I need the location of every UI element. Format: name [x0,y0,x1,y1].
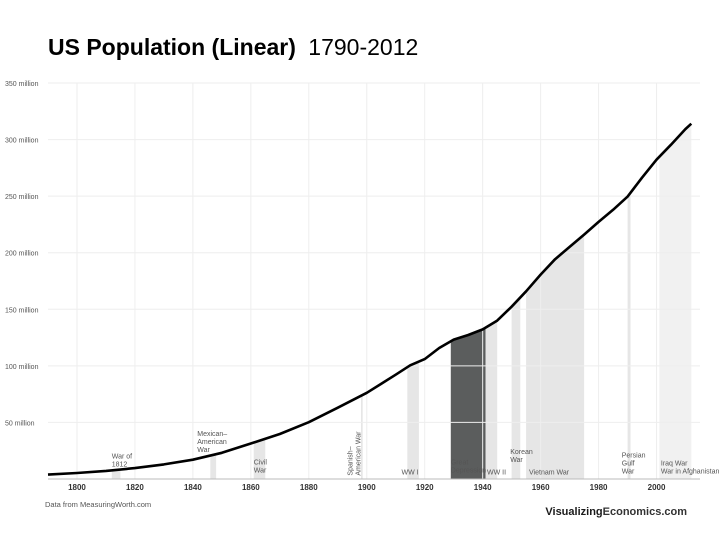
period-label: War of 1812 [112,454,132,469]
y-tick-label: 100 million [5,364,39,371]
x-tick-label: 1920 [416,483,434,492]
period-label: Persian Gulf War [622,453,646,476]
period-band-iraq-war-war-in-afghanistan [659,123,692,479]
period-band-civil-war [253,438,266,479]
period-bands [111,123,692,480]
period-band-ww-i [407,361,419,479]
period-label: Mexican– American War [197,431,227,454]
x-tick-label: 1900 [358,483,376,492]
y-tick-label: 250 million [5,194,39,201]
period-band-war-of-1812 [111,469,121,479]
x-tick-label: 1840 [184,483,202,492]
period-band-vietnam-war [526,234,585,479]
brand-logo-regular: Economics.com [603,506,688,518]
brand-logo-bold: Visualizing [545,506,602,518]
axes: 1800 1820 1840 1860 1880 1900 1920 1940 1960 1980… [5,81,700,492]
period-labels: War of 1812 Mexican– American War Civil War WW … [112,431,720,477]
x-tick-label: 1980 [590,483,608,492]
y-tick-label: 50 million [5,420,35,427]
period-label-spanish-american-war: Spanish–American War [347,431,362,476]
period-label: WW II [487,469,506,476]
source-note: Data from MeasuringWorth.com [45,500,151,509]
period-band-korean-war [511,297,521,479]
period-band-ww-ii [485,320,498,479]
brand-logo: VisualizingEconomics.com [545,506,687,518]
period-label: Great Depression [451,459,487,474]
x-tick-label: 1960 [532,483,550,492]
x-tick-label: 1860 [242,483,260,492]
chart-title-years: 1790-2012 [308,34,418,60]
gridlines [48,82,700,479]
period-band-spanish-american-war [361,394,363,479]
period-band-persian-gulf-war [627,192,631,480]
x-tick-label: 1820 [126,483,144,492]
y-tick-label: 350 million [5,81,39,88]
chart-title: US Population (Linear) 1790-2012 [48,34,418,60]
period-band-great-depression [450,327,486,479]
x-tick-label: 1940 [474,483,492,492]
period-band-mexican-american-war [210,454,217,479]
population-line [47,122,693,476]
x-tick-label: 2000 [648,483,666,492]
y-tick-label: 150 million [5,307,39,314]
period-label: Iraq War War in Afghanistan [661,460,720,475]
population-series [47,122,693,476]
x-tick-label: 1800 [68,483,86,492]
period-label: Korean War [510,449,533,464]
x-tick-label: 1880 [300,483,318,492]
period-label: Civil War [254,459,268,474]
y-tick-label: 200 million [5,251,39,258]
y-tick-label: 300 million [5,138,39,145]
chart-title-bold: US Population (Linear) [48,34,296,60]
period-label: Vietnam War [529,469,570,476]
period-label: WW I [402,469,419,476]
